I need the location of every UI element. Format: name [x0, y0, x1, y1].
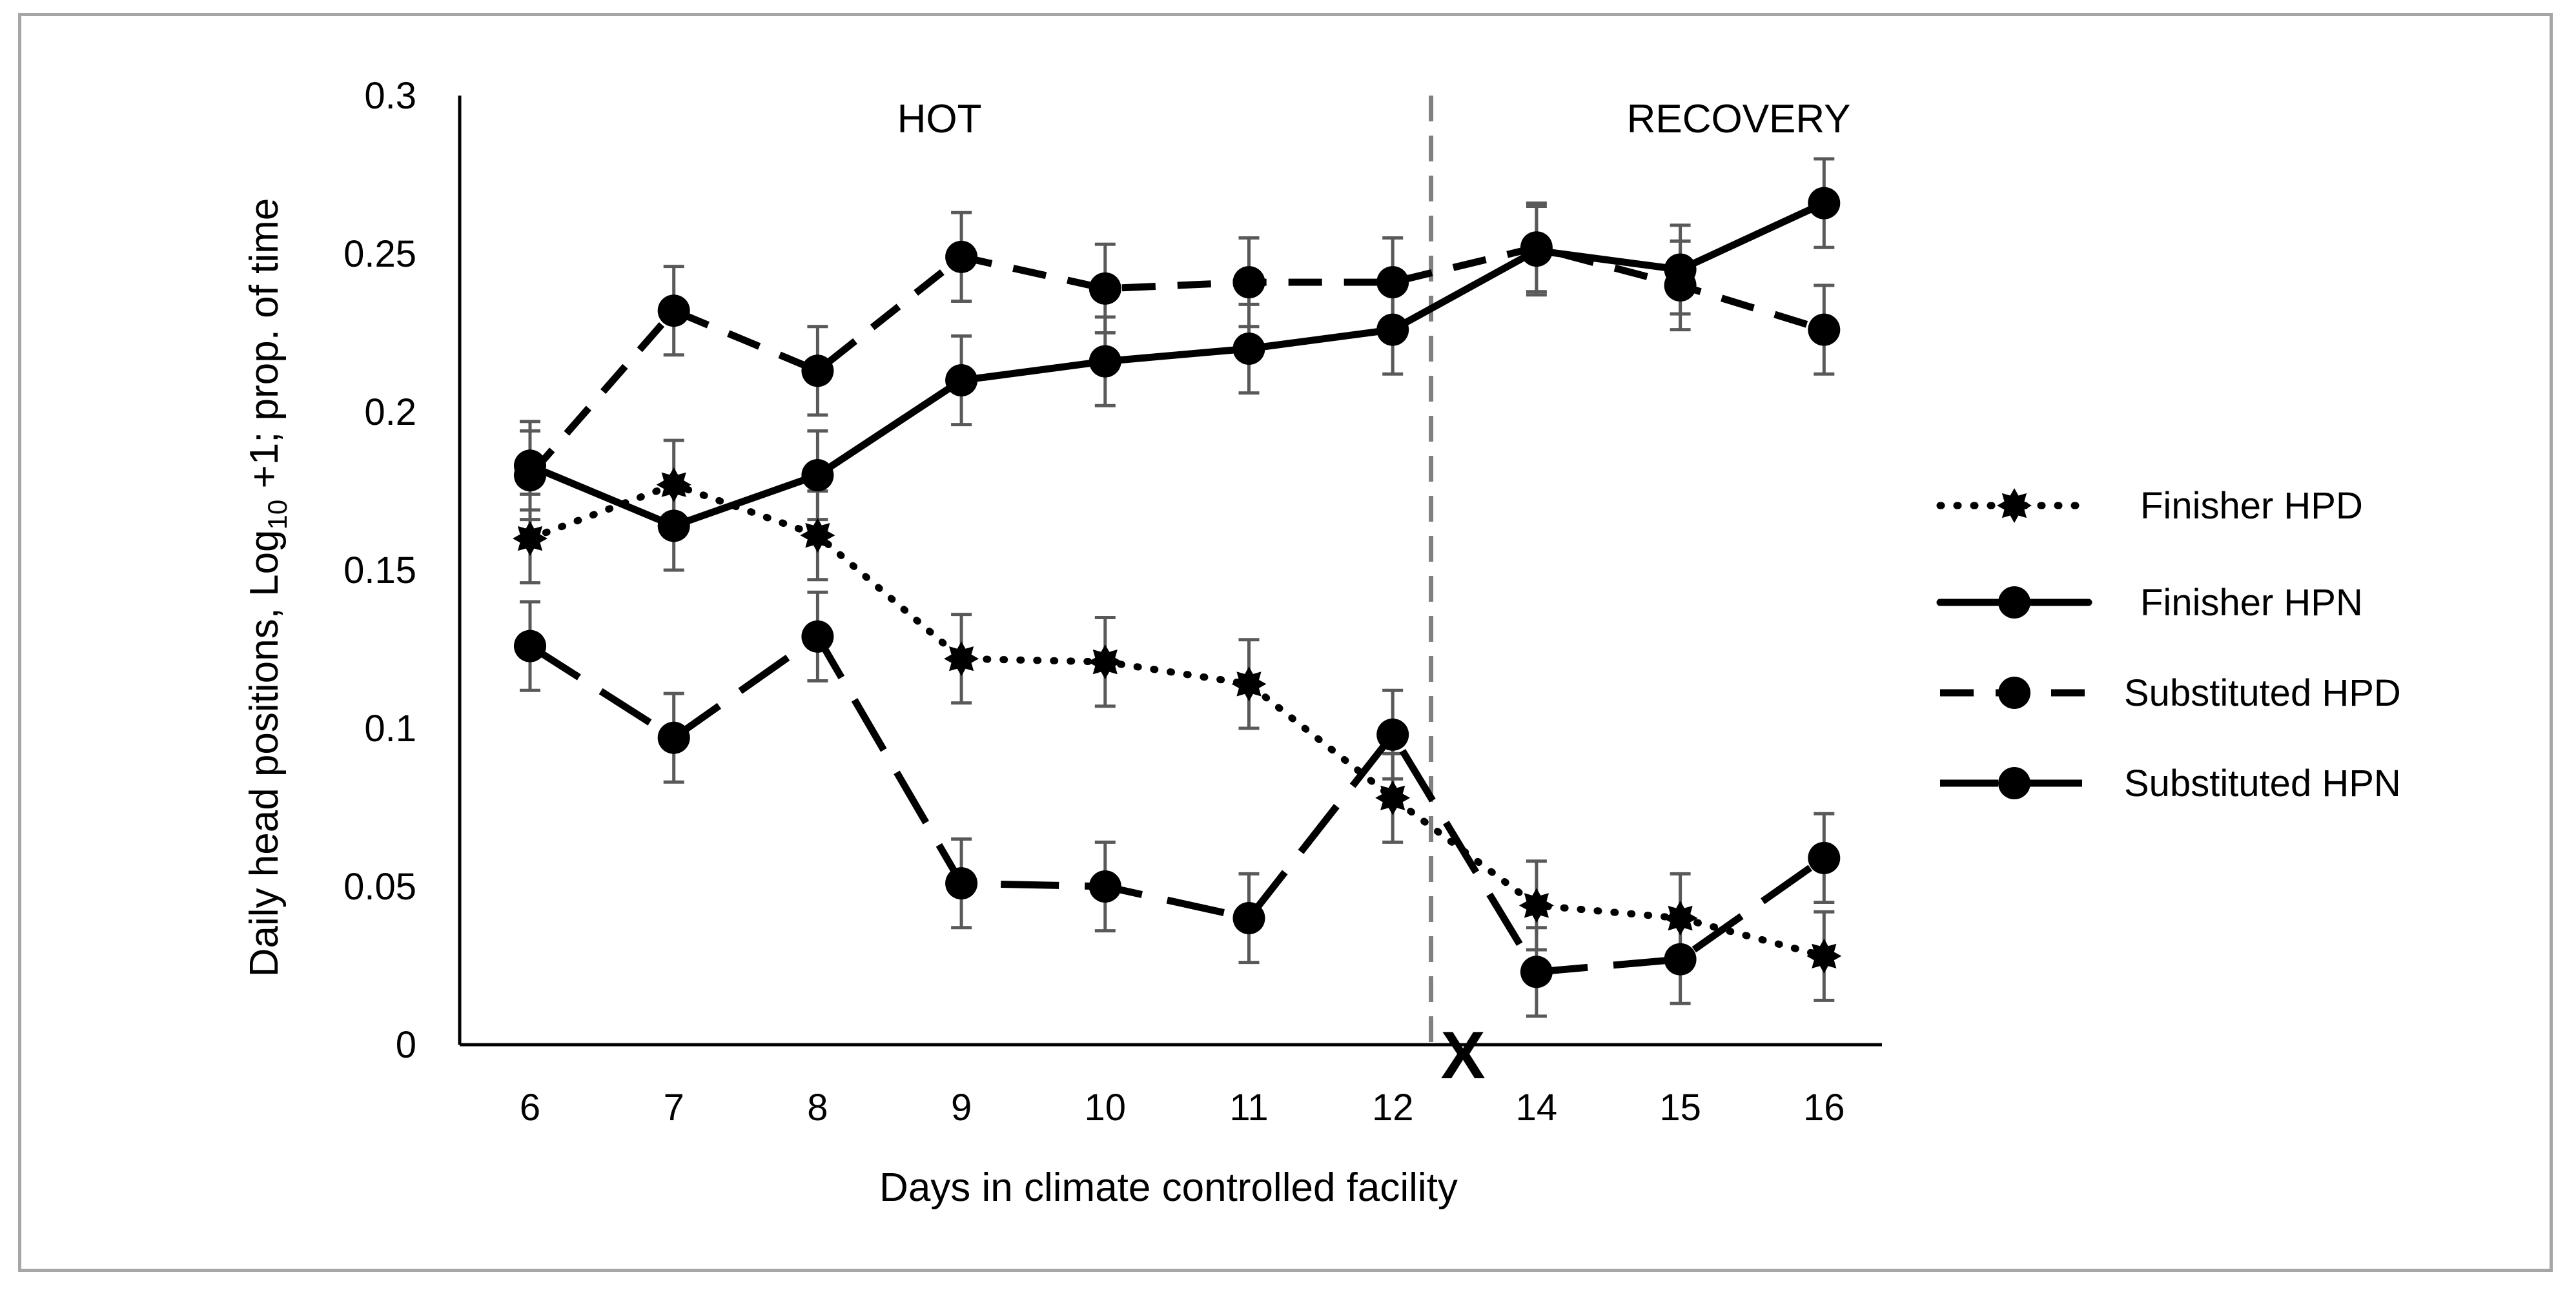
- series-points: [513, 187, 1842, 989]
- data-point-substituted-hpn: [945, 867, 978, 900]
- y-axis-title: Daily head positions, Log10 +1; prop. of…: [242, 198, 292, 977]
- data-point-substituted-hpd: [514, 459, 546, 491]
- x-tick-labels: 6 7 8 9 10 11 12 14 15 16: [520, 1087, 1845, 1129]
- x-tick-label: 14: [1516, 1087, 1558, 1129]
- x-tick-label: 10: [1085, 1087, 1127, 1129]
- y-tick-labels: 0 0.05 0.1 0.15 0.2 0.25 0.3: [343, 75, 416, 1066]
- data-point-finisher-hpd: [656, 467, 691, 502]
- x-tick-label: 9: [951, 1087, 972, 1129]
- data-point-substituted-hpd: [1089, 272, 1121, 305]
- data-point-finisher-hpd: [944, 641, 979, 677]
- data-point-finisher-hpd: [1231, 666, 1267, 702]
- x-axis-title: Days in climate controlled facility: [879, 1165, 1458, 1210]
- legend-label-finisher-hpn: Finisher HPN: [2140, 582, 2363, 624]
- data-point-substituted-hpd: [801, 354, 834, 387]
- data-point-substituted-hpn: [1089, 870, 1121, 903]
- series-line-substituted-hpd: [527, 243, 1825, 478]
- y-axis-title-rest: +1; prop. of time: [242, 198, 287, 500]
- series-line-finisher-hpd: [526, 481, 1828, 960]
- y-axis-title-subscript: 10: [262, 500, 292, 530]
- data-point-finisher-hpd: [800, 518, 835, 553]
- x-tick-label: 15: [1659, 1087, 1701, 1129]
- y-tick-label: 0.25: [343, 233, 416, 275]
- y-tick-label: 0.1: [364, 708, 416, 750]
- data-point-substituted-hpd: [945, 240, 978, 273]
- axes: [458, 96, 1882, 1047]
- data-point-finisher-hpd: [1375, 780, 1411, 815]
- y-tick-label: 0: [396, 1024, 416, 1066]
- data-point-substituted-hpn: [1808, 841, 1841, 874]
- data-point-substituted-hpd: [1808, 313, 1841, 346]
- data-point-substituted-hpn: [1520, 956, 1553, 989]
- data-point-substituted-hpn: [1232, 902, 1265, 934]
- data-point-finisher-hpn: [1089, 345, 1121, 378]
- legend-marker-finisher-hpd: [1997, 488, 2032, 523]
- data-point-finisher-hpn: [1232, 333, 1265, 365]
- legend-label-substituted-hpd: Substituted HPD: [2124, 672, 2401, 714]
- data-point-finisher-hpn: [945, 364, 978, 396]
- data-point-finisher-hpd: [513, 521, 547, 556]
- data-point-substituted-hpn: [1664, 943, 1697, 976]
- legend-marker-substituted-hpn: [1998, 767, 2030, 799]
- x-tick-label: 12: [1372, 1087, 1414, 1129]
- data-point-finisher-hpd: [1087, 644, 1123, 680]
- y-tick-label: 0.15: [343, 549, 416, 591]
- data-point-finisher-hpn: [657, 509, 690, 542]
- legend-marker-finisher-hpn: [1998, 586, 2030, 619]
- data-point-finisher-hpn: [1808, 187, 1841, 220]
- y-tick-label: 0.3: [364, 75, 416, 117]
- y-tick-label: 0.05: [343, 866, 416, 908]
- data-point-finisher-hpd: [1518, 888, 1554, 923]
- data-point-substituted-hpd: [1232, 266, 1265, 299]
- gap-marker-x: X: [1440, 1018, 1485, 1093]
- x-tick-label: 6: [520, 1087, 540, 1129]
- x-tick-label: 16: [1803, 1087, 1845, 1129]
- legend: Finisher HPD Finisher HPN Substituted HPD S…: [1936, 485, 2401, 804]
- x-tick-label: 8: [807, 1087, 828, 1129]
- data-point-finisher-hpn: [1376, 313, 1409, 346]
- chart-frame: [18, 13, 2553, 1272]
- error-bars: [520, 157, 1835, 1018]
- data-point-substituted-hpd: [1664, 269, 1697, 302]
- data-point-substituted-hpn: [657, 721, 690, 754]
- data-point-substituted-hpn: [514, 630, 546, 662]
- legend-marker-substituted-hpd: [1998, 677, 2030, 709]
- legend-label-substituted-hpn: Substituted HPN: [2124, 763, 2401, 804]
- y-tick-label: 0.2: [364, 391, 416, 433]
- data-point-finisher-hpd: [1806, 938, 1842, 974]
- legend-label-finisher-hpd: Finisher HPD: [2140, 485, 2363, 527]
- x-tick-label: 7: [664, 1087, 684, 1129]
- region-label-recovery: RECOVERY: [1627, 97, 1851, 141]
- data-point-substituted-hpn: [801, 620, 834, 653]
- data-point-substituted-hpd: [657, 294, 690, 327]
- series-line-substituted-hpn: [528, 633, 1826, 976]
- data-point-finisher-hpn: [801, 459, 834, 491]
- data-point-finisher-hpd: [1662, 901, 1698, 936]
- data-point-substituted-hpn: [1376, 718, 1409, 751]
- y-axis-title-main: Daily head positions, Log: [242, 529, 287, 977]
- series-lines: [526, 200, 1828, 976]
- region-label-hot: HOT: [897, 97, 982, 141]
- data-point-substituted-hpd: [1376, 266, 1409, 299]
- data-point-substituted-hpd: [1520, 231, 1553, 264]
- x-tick-label: 11: [1229, 1087, 1268, 1129]
- series-line-finisher-hpn: [526, 200, 1828, 529]
